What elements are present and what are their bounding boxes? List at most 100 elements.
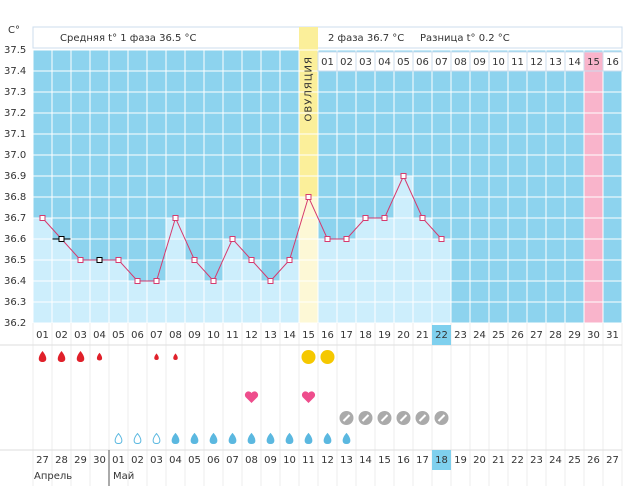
temperature-bar bbox=[71, 260, 90, 323]
temperature-point bbox=[58, 236, 65, 242]
calendar-date: 12 bbox=[321, 455, 334, 466]
phase2-day: 04 bbox=[378, 57, 391, 68]
cycle-day: 16 bbox=[321, 330, 334, 341]
phase2-day: 08 bbox=[454, 57, 467, 68]
temperature-bar bbox=[413, 218, 432, 323]
cycle-day: 04 bbox=[93, 330, 106, 341]
calendar-date: 15 bbox=[378, 455, 391, 466]
phase2-day: 05 bbox=[397, 57, 410, 68]
calendar-date: 20 bbox=[473, 455, 486, 466]
ovulation-test-icon bbox=[301, 350, 316, 364]
cycle-day: 30 bbox=[587, 330, 600, 341]
test-icon-stroke bbox=[342, 414, 351, 422]
temperature-point bbox=[248, 257, 255, 263]
bleeding-icon bbox=[154, 353, 159, 360]
calendar-date: 07 bbox=[226, 455, 239, 466]
cycle-day: 20 bbox=[397, 330, 410, 341]
calendar-date: 21 bbox=[492, 455, 505, 466]
today-date-cell bbox=[432, 450, 451, 470]
header-bar bbox=[32, 26, 623, 49]
discharge-icon bbox=[266, 432, 275, 445]
bleeding-icon bbox=[173, 353, 178, 360]
test-icon-stroke bbox=[437, 414, 446, 422]
calendar-date: 26 bbox=[587, 455, 600, 466]
temperature-point bbox=[229, 236, 236, 242]
y-tick-label: 36.6 bbox=[4, 234, 26, 245]
temperature-point bbox=[267, 278, 274, 284]
phase2-day: 07 bbox=[435, 57, 448, 68]
cycle-day: 21 bbox=[416, 330, 429, 341]
calendar-date: 08 bbox=[245, 455, 258, 466]
temperature-point bbox=[153, 278, 160, 284]
phase2-day: 15 bbox=[587, 57, 600, 68]
cycle-day: 23 bbox=[454, 330, 467, 341]
calendar-date: 09 bbox=[264, 455, 277, 466]
cycle-day: 25 bbox=[492, 330, 505, 341]
y-tick-label: 37.5 bbox=[4, 45, 26, 56]
discharge-icon bbox=[190, 432, 199, 445]
calendar-date: 30 bbox=[93, 455, 106, 466]
calendar-date: 13 bbox=[340, 455, 353, 466]
calendar-date: 04 bbox=[169, 455, 182, 466]
phase2-day: 01 bbox=[321, 57, 334, 68]
y-tick-label: 37.0 bbox=[4, 150, 26, 161]
cycle-day: 13 bbox=[264, 330, 277, 341]
phase2-day: 11 bbox=[511, 57, 524, 68]
calendar-date: 11 bbox=[302, 455, 315, 466]
calendar-date: 01 bbox=[112, 455, 125, 466]
temperature-point bbox=[305, 194, 312, 200]
bleeding-icon bbox=[57, 351, 66, 362]
bleeding-icon bbox=[38, 351, 47, 362]
calendar-date: 10 bbox=[283, 455, 296, 466]
cycle-day: 18 bbox=[359, 330, 372, 341]
phase2-average: 2 фаза 36.7 °C bbox=[328, 33, 404, 44]
cycle-day: 27 bbox=[530, 330, 543, 341]
calendar-date: 25 bbox=[568, 455, 581, 466]
discharge-icon bbox=[209, 432, 218, 445]
cycle-day: 11 bbox=[226, 330, 239, 341]
calendar-date: 03 bbox=[150, 455, 163, 466]
discharge-icon bbox=[285, 432, 294, 445]
month-label: Апрель bbox=[34, 471, 72, 482]
temperature-bar bbox=[185, 260, 204, 323]
test-icon-stroke bbox=[399, 414, 408, 422]
temperature-point bbox=[286, 257, 293, 263]
ovulation-test-icon bbox=[320, 350, 335, 364]
temperature-point bbox=[381, 215, 388, 221]
temperature-bar bbox=[356, 218, 375, 323]
intercourse-icon bbox=[301, 391, 316, 403]
temperature-bar bbox=[90, 260, 109, 323]
phase1-average: Средняя t° 1 фаза 36.5 °C bbox=[60, 33, 197, 44]
discharge-icon bbox=[114, 432, 123, 445]
phase2-day: 06 bbox=[416, 57, 429, 68]
cycle-day: 09 bbox=[188, 330, 201, 341]
phase2-day: 02 bbox=[340, 57, 353, 68]
calendar-date: 14 bbox=[359, 455, 372, 466]
phase2-day: 09 bbox=[473, 57, 486, 68]
temperature-difference: Разница t° 0.2 °C bbox=[420, 33, 510, 44]
temperature-point bbox=[400, 173, 407, 179]
calendar-date: 05 bbox=[188, 455, 201, 466]
calendar-date: 27 bbox=[36, 455, 49, 466]
calendar-date: 02 bbox=[131, 455, 144, 466]
calendar-date: 16 bbox=[397, 455, 410, 466]
temperature-point bbox=[115, 257, 122, 263]
discharge-icon bbox=[342, 432, 351, 445]
cycle-day: 22 bbox=[435, 330, 448, 341]
phase2-day: 14 bbox=[568, 57, 581, 68]
temperature-point bbox=[191, 257, 198, 263]
calendar-date: 24 bbox=[549, 455, 562, 466]
y-tick-label: 37.1 bbox=[4, 129, 26, 140]
discharge-icon bbox=[228, 432, 237, 445]
y-tick-label: 36.2 bbox=[4, 318, 26, 329]
y-axis-label: C° bbox=[8, 25, 20, 36]
calendar-date: 23 bbox=[530, 455, 543, 466]
calendar-date: 06 bbox=[207, 455, 220, 466]
today-cycle-cell bbox=[432, 325, 451, 345]
calendar-date: 29 bbox=[74, 455, 87, 466]
test-icon-stroke bbox=[361, 414, 370, 422]
test-icon-stroke bbox=[418, 414, 427, 422]
cycle-day: 28 bbox=[549, 330, 562, 341]
bleeding-icon bbox=[96, 352, 103, 361]
